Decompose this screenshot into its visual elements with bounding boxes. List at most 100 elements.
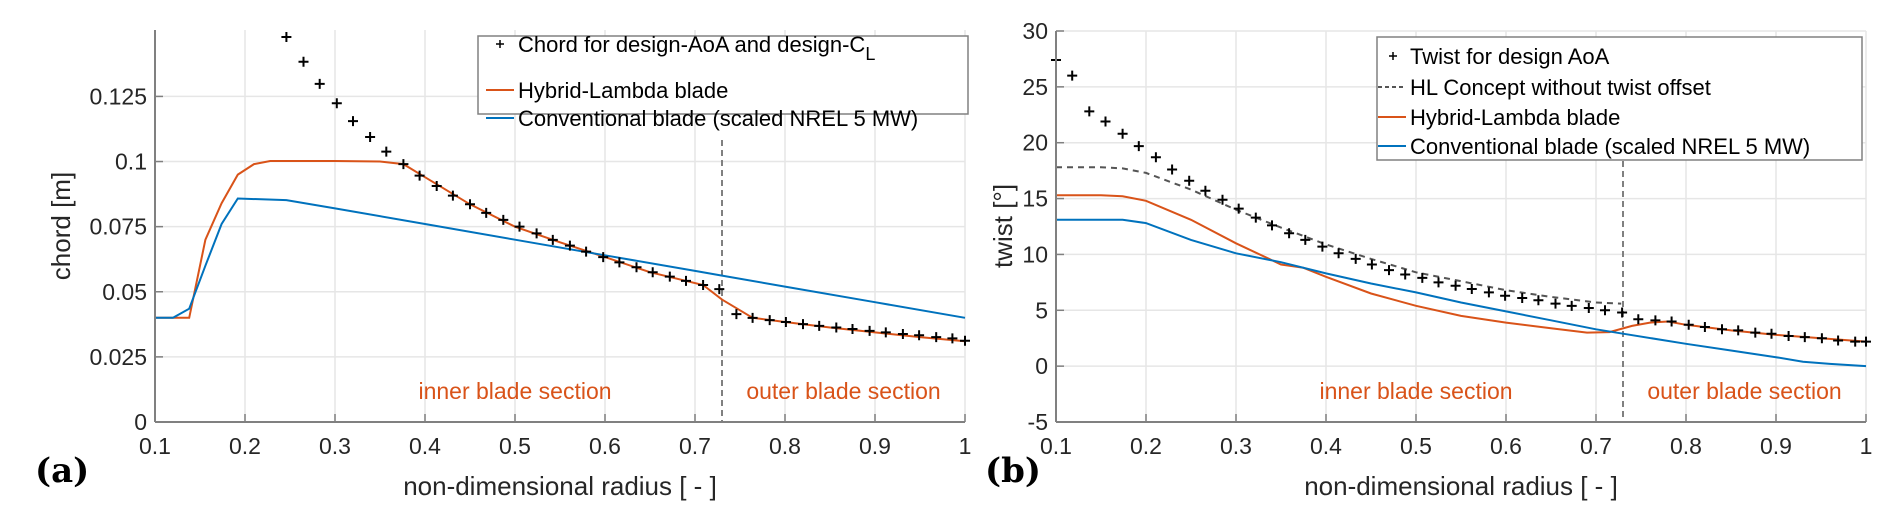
data-point <box>431 181 442 192</box>
data-point <box>331 98 342 109</box>
data-point <box>664 271 675 282</box>
x-tick-label: 0.1 <box>1040 433 1072 459</box>
series-line-hl-concept-without-twist-offset <box>1056 166 1622 305</box>
data-point <box>298 56 309 67</box>
data-point <box>1500 290 1511 301</box>
legend-entry: Hybrid-Lambda blade <box>518 78 728 103</box>
x-tick-label: 0.8 <box>769 433 801 459</box>
data-point <box>498 214 509 225</box>
data-point <box>1317 241 1328 252</box>
data-point <box>798 319 808 330</box>
y-tick-label: 15 <box>1022 186 1048 212</box>
data-point <box>1850 336 1861 347</box>
data-point <box>547 234 558 245</box>
section-annotation: outer blade section <box>746 378 940 404</box>
data-point <box>681 275 691 286</box>
data-point <box>1799 332 1810 343</box>
data-point <box>1783 330 1794 341</box>
x-tick-label: 0.5 <box>1400 433 1432 459</box>
data-point <box>814 320 825 331</box>
data-point <box>1366 259 1377 270</box>
y-tick-label: 25 <box>1022 74 1048 100</box>
data-point <box>1100 116 1111 127</box>
data-point <box>780 316 791 327</box>
data-point <box>1633 314 1644 325</box>
annotations-a: inner blade section outer blade section <box>418 378 940 404</box>
x-tick-label: 0.9 <box>859 433 891 459</box>
legend-entry: Twist for design AoA <box>1410 44 1610 69</box>
section-annotation: inner blade section <box>1319 378 1512 404</box>
data-point <box>714 284 725 295</box>
x-tick-label: 0.2 <box>229 433 261 459</box>
legend-entry: Conventional blade (scaled NREL 5 MW) <box>518 106 918 131</box>
x-tick-label: 0.4 <box>1310 433 1342 459</box>
data-point <box>1117 128 1128 139</box>
data-point <box>1466 284 1477 295</box>
data-point <box>614 257 625 268</box>
y-tick-label: 20 <box>1022 130 1048 156</box>
data-point <box>931 332 942 343</box>
data-point <box>1683 319 1694 330</box>
legend-entry-text: Chord for design-AoA and design-C <box>518 32 865 57</box>
panel-label-a: (a) <box>35 451 89 491</box>
x-tick-label: 1 <box>1860 433 1873 459</box>
data-point <box>1417 272 1428 283</box>
legend-a: Chord for design-AoA and design-CL Hybrid… <box>477 32 969 131</box>
section-annotation: outer blade section <box>1647 378 1841 404</box>
series-line-hybrid-lambda-blade <box>155 160 966 343</box>
series-b <box>1051 55 1871 422</box>
data-point <box>1133 141 1144 152</box>
x-tick-label: 0.3 <box>319 433 351 459</box>
y-tick-label: 10 <box>1022 241 1048 267</box>
data-point <box>1861 336 1871 347</box>
data-point <box>348 116 358 127</box>
data-point <box>398 159 409 170</box>
data-point <box>1167 164 1178 175</box>
data-point <box>631 262 642 273</box>
y-tick-label: 0.075 <box>89 214 147 240</box>
data-point <box>598 252 609 263</box>
data-point <box>564 240 575 251</box>
data-point <box>1400 269 1411 280</box>
legend-entry-text: Twist for design AoA <box>1410 44 1610 69</box>
x-tick-label: 0.5 <box>499 433 531 459</box>
annotations-b: inner blade section outer blade section <box>1319 378 1841 404</box>
data-point <box>481 207 492 218</box>
data-point <box>897 328 908 339</box>
legend-entry: Chord for design-AoA and design-CL <box>518 32 875 64</box>
data-point <box>880 327 891 338</box>
series-line-conventional-blade-scaled-nrel-5-mw <box>155 197 966 319</box>
x-tick-label: 0.2 <box>1130 433 1162 459</box>
data-point <box>1816 333 1827 344</box>
data-point <box>1699 322 1710 333</box>
legend-entry: HL Concept without twist offset <box>1410 75 1711 100</box>
legend-marker-icon <box>1389 52 1397 60</box>
data-point <box>1650 315 1661 326</box>
x-tick-label: 0.6 <box>1490 433 1522 459</box>
data-point <box>1833 335 1844 346</box>
y-axis-label-b: twist [°] <box>988 184 1018 268</box>
section-annotation: inner blade section <box>418 378 611 404</box>
y-tick-label: 0.125 <box>89 83 147 109</box>
x-tick-label: 0.7 <box>1580 433 1612 459</box>
legend-box <box>1376 36 1863 161</box>
legend-entry-text: Conventional blade (scaled NREL 5 MW) <box>1410 134 1810 159</box>
data-point <box>947 333 958 344</box>
y-tick-label: 0 <box>134 409 147 435</box>
data-point <box>531 228 542 239</box>
data-point <box>1766 328 1777 339</box>
data-point <box>1067 70 1078 81</box>
data-point <box>847 324 858 335</box>
x-tick-label: 0.6 <box>589 433 621 459</box>
data-point <box>1267 220 1277 231</box>
data-point <box>1084 106 1095 117</box>
legend-entry-subscript: L <box>865 44 875 64</box>
data-point <box>1217 194 1228 205</box>
x-tick-label: 0.8 <box>1670 433 1702 459</box>
legend-entry: Hybrid-Lambda blade <box>1410 105 1620 130</box>
data-point <box>1533 295 1544 306</box>
legend-entry-text: HL Concept without twist offset <box>1410 75 1711 100</box>
series-a <box>155 32 970 422</box>
x-tick-label: 0.9 <box>1760 433 1792 459</box>
